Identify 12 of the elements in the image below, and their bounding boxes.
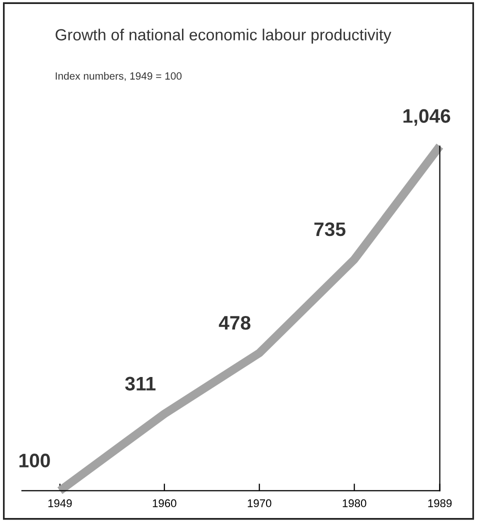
data-label: 311 (125, 376, 156, 391)
data-label: 100 (19, 454, 50, 468)
data-label: 735 (314, 222, 346, 236)
x-tick-label: 1989 (428, 499, 452, 508)
data-label: 1,046 (403, 109, 450, 126)
x-tick-label: 1960 (152, 499, 176, 508)
x-tick-label: 1949 (48, 499, 72, 508)
data-label: 478 (218, 316, 250, 330)
chart-title: Growth of national economic labour productivity (56, 28, 392, 44)
x-tick-label: 1970 (248, 499, 272, 508)
x-tick-label: 1980 (342, 499, 366, 508)
chart-subtitle: Index numbers, 1949 = 100 (56, 72, 182, 81)
